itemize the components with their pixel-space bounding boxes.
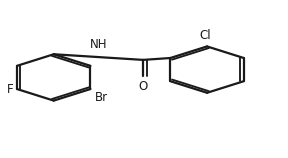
Text: NH: NH (90, 38, 107, 51)
Text: O: O (139, 80, 148, 93)
Text: F: F (7, 82, 14, 96)
Text: Br: Br (95, 91, 108, 104)
Text: Cl: Cl (200, 29, 211, 42)
